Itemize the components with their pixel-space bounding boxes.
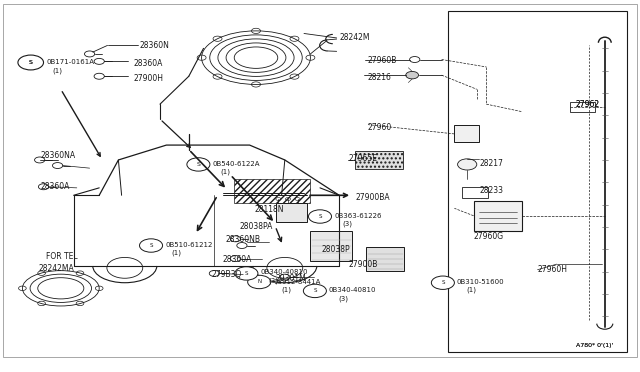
Text: (3): (3) (342, 221, 353, 227)
Circle shape (303, 284, 326, 298)
Text: S: S (441, 280, 445, 285)
Bar (454, 125, 479, 142)
Circle shape (187, 158, 210, 171)
Text: 28360A: 28360A (40, 182, 70, 191)
Circle shape (248, 275, 271, 289)
Text: 0B363-61226: 0B363-61226 (334, 213, 381, 219)
Circle shape (308, 210, 332, 223)
Text: 27965E: 27965E (349, 154, 378, 163)
Text: (3): (3) (269, 277, 279, 284)
Bar (355, 151, 403, 169)
Text: 0B340-40810: 0B340-40810 (329, 287, 376, 293)
Text: 27960G: 27960G (474, 232, 504, 241)
Circle shape (406, 71, 419, 79)
Text: 28242MA: 28242MA (38, 264, 74, 273)
Bar (474, 201, 522, 231)
Text: 0B540-6122A: 0B540-6122A (212, 161, 260, 167)
Text: 279B3Q: 279B3Q (211, 270, 241, 279)
Circle shape (458, 159, 477, 170)
Bar (570, 102, 595, 112)
Circle shape (140, 239, 163, 252)
Text: 28038P: 28038P (321, 246, 350, 254)
Text: 0B171-0161A: 0B171-0161A (46, 60, 94, 65)
Circle shape (18, 55, 44, 70)
Text: 0B310-51600: 0B310-51600 (457, 279, 504, 285)
Bar (276, 203, 307, 222)
Text: (1): (1) (172, 250, 182, 256)
Circle shape (235, 267, 258, 280)
Bar (462, 187, 488, 198)
Text: 27960B: 27960B (368, 56, 397, 65)
Circle shape (431, 276, 454, 289)
Text: 27962: 27962 (576, 100, 600, 109)
Text: 29301M: 29301M (275, 274, 306, 283)
Bar (310, 231, 352, 261)
Text: 28038PA: 28038PA (240, 222, 273, 231)
Text: 28360NB: 28360NB (225, 235, 260, 244)
Text: (3): (3) (338, 295, 348, 302)
Text: 28360A: 28360A (223, 255, 252, 264)
Text: (1): (1) (52, 67, 63, 74)
Text: 28216: 28216 (368, 73, 392, 81)
Text: 0B340-40810: 0B340-40810 (260, 269, 308, 275)
Text: A780* 0'(1)': A780* 0'(1)' (576, 343, 613, 348)
Text: S: S (196, 162, 200, 167)
Text: 28360NA: 28360NA (40, 151, 76, 160)
Text: S: S (149, 243, 153, 248)
Text: FOR TEL: FOR TEL (46, 252, 77, 261)
Text: 28360A: 28360A (133, 59, 163, 68)
Text: 27900B: 27900B (349, 260, 378, 269)
Bar (448, 11, 627, 352)
Text: A780* 0'(1)': A780* 0'(1)' (576, 343, 613, 348)
Text: 28233: 28233 (480, 186, 504, 195)
Text: (1): (1) (282, 287, 292, 294)
Text: (1): (1) (221, 169, 231, 175)
Text: S: S (29, 60, 33, 65)
Text: 0B510-61212: 0B510-61212 (165, 242, 212, 248)
Bar (234, 179, 310, 203)
Text: 27960: 27960 (368, 123, 392, 132)
Text: S: S (313, 288, 317, 294)
Text: (1): (1) (466, 287, 476, 294)
Text: 27900BA: 27900BA (355, 193, 390, 202)
Text: N: N (257, 279, 261, 285)
Text: S: S (244, 271, 248, 276)
Text: 28242M: 28242M (339, 33, 370, 42)
Text: 28118N: 28118N (255, 205, 284, 214)
Text: 28360N: 28360N (140, 41, 170, 50)
Text: 27900H: 27900H (133, 74, 163, 83)
Text: 27960H: 27960H (538, 265, 568, 274)
Text: 28217: 28217 (480, 159, 504, 168)
Text: S: S (29, 60, 33, 65)
Text: S: S (318, 214, 322, 219)
Text: 08912-8441A: 08912-8441A (273, 279, 321, 285)
Bar (366, 247, 404, 271)
Text: 27962: 27962 (576, 100, 600, 109)
